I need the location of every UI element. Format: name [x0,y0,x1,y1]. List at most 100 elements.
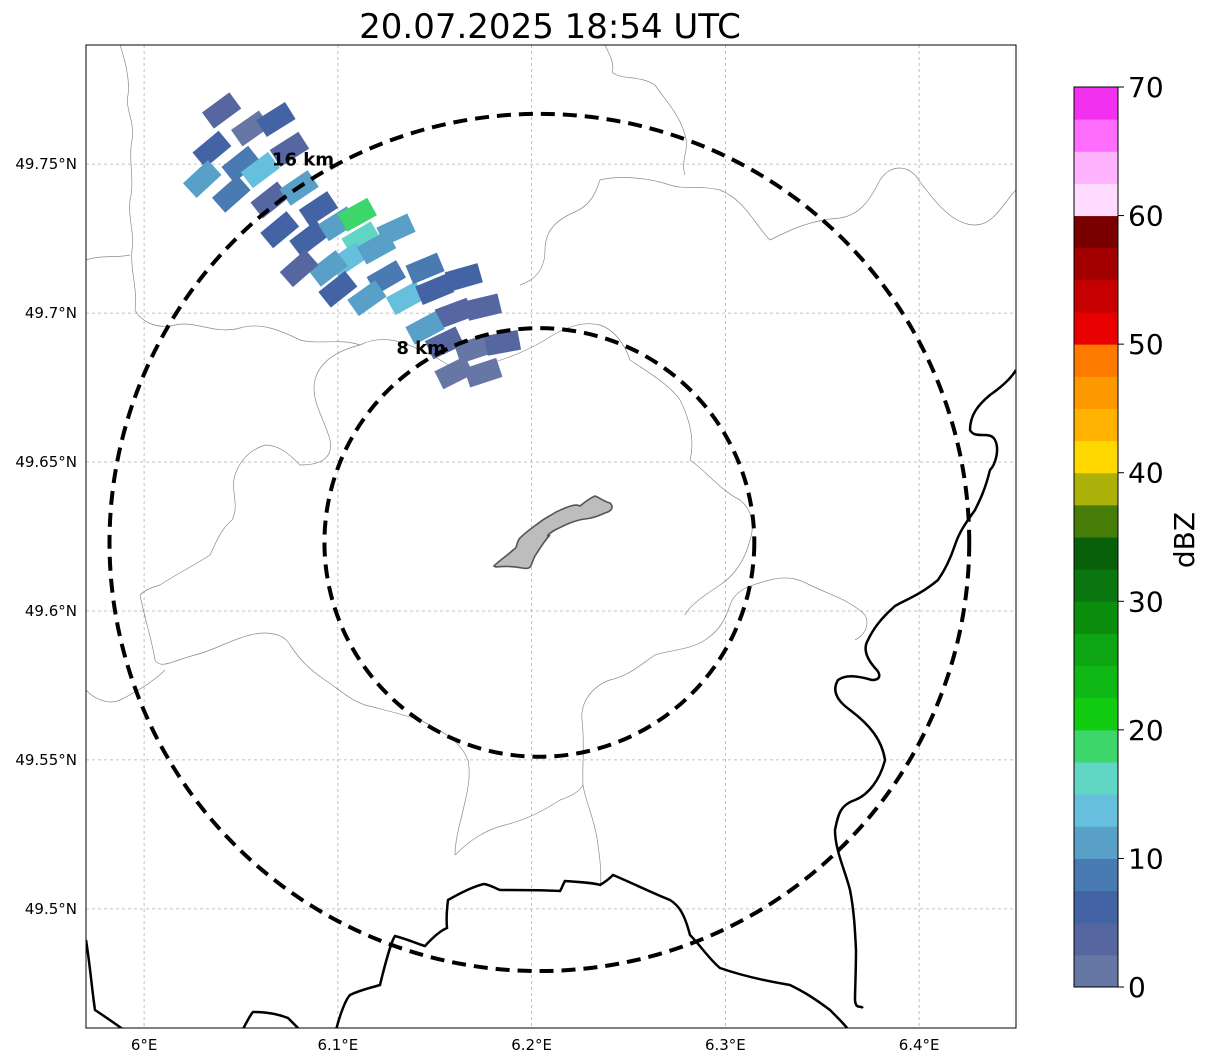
colorbar-segments [1074,87,1118,988]
echo-cell [318,270,358,308]
colorbar-segment [1074,408,1118,442]
municipal-borders [86,45,1016,886]
colorbar-tick-label: 30 [1128,585,1164,618]
latitude-axis: 49.5°N 49.55°N 49.6°N 49.65°N 49.7°N 49.75°N [15,155,77,918]
colorbar-segment [1074,922,1118,956]
colorbar-segment [1074,376,1118,409]
echo-cell [192,130,232,168]
colorbar-tick-label: 70 [1128,71,1164,104]
echo-cell [260,211,300,249]
echo-cell [424,326,465,360]
colorbar-segment [1074,344,1118,377]
longitude-axis: 6°E 6.1°E 6.2°E 6.3°E 6.4°E [131,1036,940,1054]
colorbar-segment [1074,826,1118,859]
colorbar-tick-label: 40 [1128,457,1164,490]
colorbar-segment [1074,890,1118,924]
range-ring-label: 8 km [396,338,446,359]
colorbar-segment [1074,504,1118,538]
colorbar-tick-label: 60 [1128,200,1164,233]
colorbar-segment [1074,858,1118,892]
echo-cell [279,249,319,288]
echo-cell [337,197,377,232]
lon-tick-label: 6.4°E [899,1036,940,1054]
echo-cell [444,263,483,292]
colorbar-segment [1074,569,1118,602]
colorbar-segment [1074,87,1118,120]
echo-cell [221,145,261,183]
lat-tick-label: 49.55°N [15,751,77,769]
map-title: 20.07.2025 18:54 UTC [359,7,741,47]
echo-cell [484,329,522,356]
colorbar-tick-label: 50 [1128,328,1164,361]
country-borders [86,369,1016,1028]
colorbar: 0 10 20 30 40 50 60 70 dBZ [1073,71,1201,1004]
echo-cell [463,357,503,388]
city-outline [492,495,613,570]
lon-tick-label: 6°E [131,1036,158,1054]
colorbar-segment [1074,183,1118,217]
range-ring [107,111,972,974]
colorbar-segment [1074,312,1118,345]
echo-cell [434,356,474,390]
colorbar-tick-label: 0 [1128,971,1146,1004]
lat-tick-label: 49.7°N [25,304,77,322]
echo-cell [298,191,339,227]
lon-tick-label: 6.2°E [511,1036,552,1054]
colorbar-segment [1074,954,1118,988]
lon-tick-label: 6.3°E [705,1036,746,1054]
colorbar-tick-label: 20 [1128,714,1164,747]
echo-cell [211,175,251,213]
colorbar-segment [1074,151,1118,184]
colorbar-segment [1074,697,1118,731]
colorbar-frame [1073,86,1119,988]
reflectivity-echoes [182,92,522,390]
echo-cell [308,250,348,287]
echo-cell [405,252,445,285]
echo-cell [464,293,503,321]
colorbar-segment [1074,247,1118,281]
echo-cell [202,92,242,129]
colorbar-segment [1074,440,1118,474]
lat-tick-label: 49.75°N [15,155,77,173]
colorbar-segment [1074,537,1118,570]
range-rings [107,111,972,974]
echo-cell [434,297,474,329]
lat-tick-label: 49.5°N [25,900,77,918]
echo-cell [385,281,426,316]
echo-cell [454,333,493,364]
city-polygon [492,495,613,570]
colorbar-segment [1074,601,1118,634]
range-ring [322,326,757,759]
colorbar-segment [1074,633,1118,667]
echo-cell [415,273,455,305]
lat-tick-label: 49.65°N [15,453,77,471]
echo-cell [289,220,329,257]
colorbar-segment [1074,279,1118,313]
echo-cell [250,181,290,219]
echo-cell [240,151,280,189]
map-background [86,45,1016,1028]
range-ring-labels: 8 km 16 km [272,149,446,359]
plot-area: 8 km 16 km [86,45,1016,1028]
echo-cell [182,160,222,198]
colorbar-segment [1074,665,1118,699]
echo-cell [376,213,416,246]
echo-cell [347,280,387,317]
echo-cell [256,101,296,137]
echo-cell [269,131,310,167]
lon-tick-label: 6.1°E [317,1036,358,1054]
colorbar-segment [1074,215,1118,249]
colorbar-tick-label: 10 [1128,842,1164,875]
range-ring-label: 16 km [272,149,334,170]
colorbar-segment [1074,762,1118,795]
echo-cell [405,311,445,345]
colorbar-segment [1074,729,1118,763]
colorbar-segment [1074,119,1118,152]
colorbar-ticks: 0 10 20 30 40 50 60 70 [1118,71,1164,1004]
plot-frame [85,44,1017,1029]
colorbar-segment [1074,472,1118,506]
lat-tick-label: 49.6°N [25,602,77,620]
colorbar-label: dBZ [1168,512,1201,568]
colorbar-segment [1074,794,1118,827]
